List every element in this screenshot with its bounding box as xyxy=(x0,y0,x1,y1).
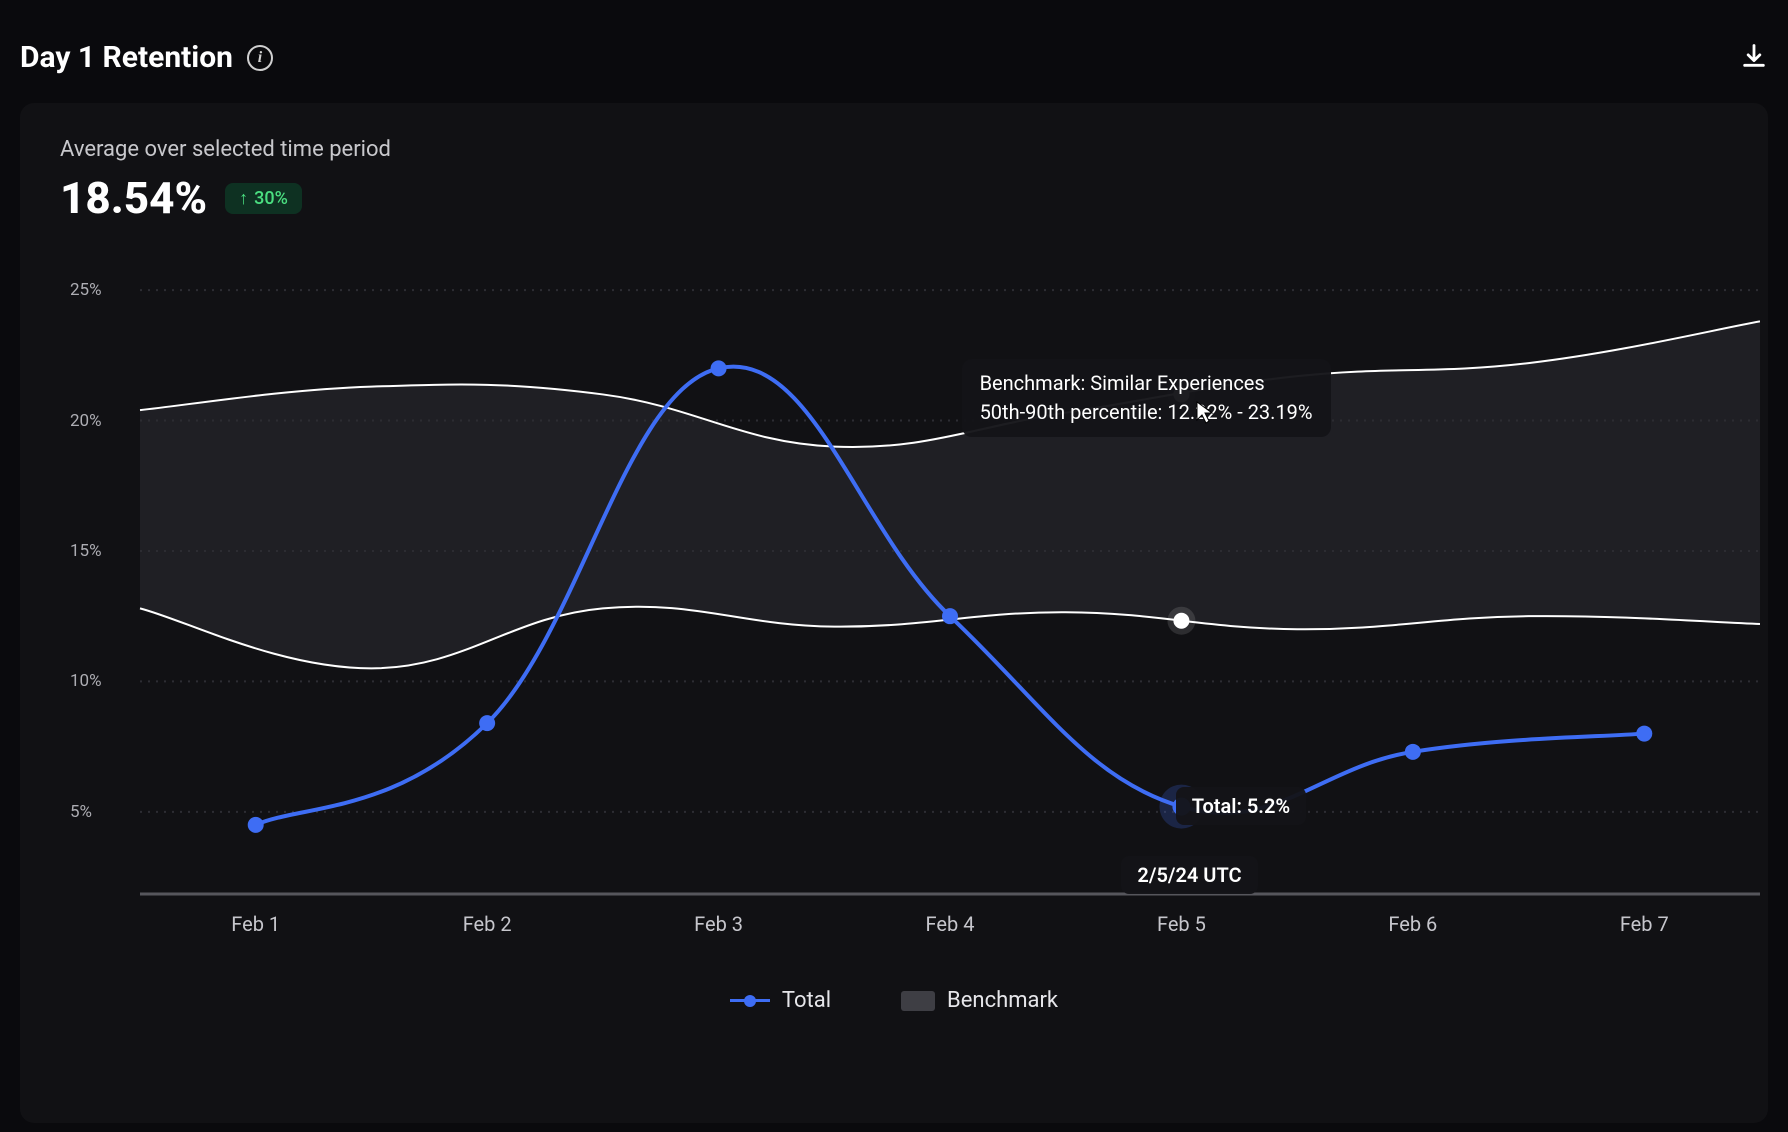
x-axis-label: Feb 2 xyxy=(463,912,512,954)
y-axis-label: 25% xyxy=(70,280,102,300)
legend-benchmark-label: Benchmark xyxy=(947,988,1058,1013)
cursor-icon xyxy=(1195,400,1215,428)
legend-total[interactable]: Total xyxy=(730,988,831,1013)
x-axis-label: Feb 7 xyxy=(1620,912,1669,954)
x-axis-label: Feb 6 xyxy=(1388,912,1437,954)
page-title: Day 1 Retention xyxy=(20,40,233,75)
total-tooltip: Total: 5.2% xyxy=(1176,787,1306,825)
chart-legend: Total Benchmark xyxy=(60,988,1728,1013)
retention-chart[interactable]: 5% 10% 15% 20% 25% Feb 1 Feb 2 Feb 3 Feb 4 Feb 5 F… xyxy=(60,264,1728,954)
x-axis-label: Feb 4 xyxy=(926,912,975,954)
x-axis-label: Feb 5 xyxy=(1157,912,1206,954)
value-row: 18.54% ↑ 30% xyxy=(60,172,1728,224)
legend-swatch-icon xyxy=(901,991,935,1011)
y-axis-label: 20% xyxy=(70,411,102,431)
x-axis-label: Feb 3 xyxy=(694,912,743,954)
info-icon[interactable]: i xyxy=(247,45,273,71)
subtitle: Average over selected time period xyxy=(60,137,1728,162)
tooltip-line: Benchmark: Similar Experiences xyxy=(980,369,1313,398)
arrow-up-icon: ↑ xyxy=(239,188,248,209)
date-tooltip: 2/5/24 UTC xyxy=(1121,856,1257,894)
x-axis-label: Feb 1 xyxy=(231,912,280,954)
title-group: Day 1 Retention i xyxy=(20,40,273,75)
change-badge: ↑ 30% xyxy=(225,183,302,214)
legend-benchmark[interactable]: Benchmark xyxy=(901,988,1058,1013)
tooltip-line: 50th-90th percentile: 12.22% - 23.19% xyxy=(980,398,1313,427)
change-percent: 30% xyxy=(254,188,288,209)
average-value: 18.54% xyxy=(60,172,207,224)
legend-line-icon xyxy=(730,999,770,1002)
chart-card: Average over selected time period 18.54%… xyxy=(20,103,1768,1123)
panel-header: Day 1 Retention i xyxy=(20,20,1768,103)
benchmark-tooltip: Benchmark: Similar Experiences50th-90th … xyxy=(962,359,1331,437)
download-icon[interactable] xyxy=(1740,42,1768,74)
y-axis-label: 15% xyxy=(70,541,102,561)
y-axis-label: 10% xyxy=(70,671,102,691)
legend-total-label: Total xyxy=(782,988,831,1013)
y-axis-label: 5% xyxy=(70,802,92,822)
